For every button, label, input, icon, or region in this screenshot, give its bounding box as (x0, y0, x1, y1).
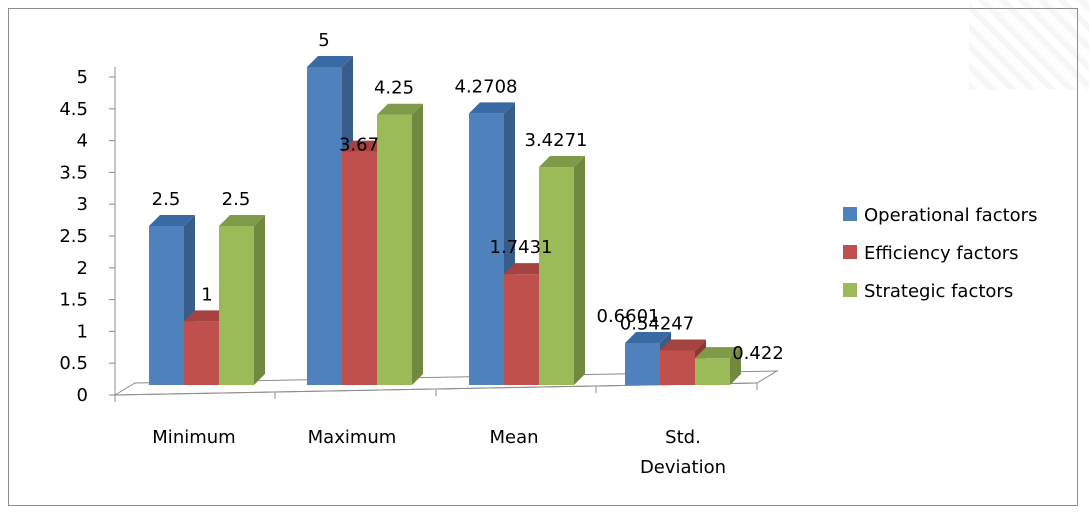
data-label-operational-factors-minimum: 2.5 (152, 189, 181, 210)
y-axis: 0 0.5 1 1.5 2 2.5 3 3.5 4 4.5 5 (59, 67, 116, 406)
bar-top (219, 215, 265, 226)
bar-top (307, 56, 353, 67)
bar-strategic-factors-maximum (377, 103, 423, 385)
bar-front (342, 151, 377, 385)
bar-top (342, 140, 388, 152)
y-tick-label: 0 (77, 385, 88, 406)
bar-front (469, 113, 504, 385)
bar-top (184, 310, 230, 322)
bar-top (504, 263, 550, 275)
bar-strategic-factors-minimum (219, 215, 265, 385)
legend-label: Strategic factors (864, 281, 1013, 302)
data-label-operational-factors-maximum: 5 (318, 30, 329, 51)
y-tick-label: 4 (77, 131, 88, 152)
y-tick-label: 3.5 (59, 162, 88, 183)
y-tick-label: 5 (77, 67, 88, 88)
chart-frame (8, 8, 1078, 506)
data-labels: 2.5 1 2.5 5 3.67 4.25 4.2708 1.7431 3.4271 0.6601… (152, 30, 784, 364)
legend-swatch (843, 245, 857, 259)
data-label-strategic-factors-mean: 3.4271 (525, 130, 588, 151)
y-tick-label: 1 (77, 321, 88, 342)
x-tick-label-maximum: Maximum (308, 427, 397, 448)
x-axis: Minimum Maximum Mean Std. Deviation (114, 382, 758, 478)
bar-side (574, 156, 585, 385)
bar-side (730, 347, 741, 385)
y-tick-label: 3 (77, 194, 88, 215)
data-label-strategic-factors-maximum: 4.25 (374, 78, 414, 99)
data-label-operational-factors-mean: 4.2708 (455, 76, 518, 97)
y-tick-label: 2 (77, 258, 88, 279)
bar-front (184, 321, 219, 385)
bar-side (254, 215, 265, 385)
x-tick-label-std-deviation: Deviation (640, 457, 726, 478)
legend-item-efficiency-factors: Efficiency factors (843, 243, 1019, 264)
bar-front (149, 226, 184, 385)
legend-item-operational-factors: Operational factors (843, 205, 1037, 226)
bar-front (539, 167, 574, 385)
legend-label: Operational factors (864, 205, 1037, 226)
bar-top (149, 215, 195, 226)
bar-top (469, 102, 515, 114)
data-label-efficiency-factors-std-deviation: 0.54247 (620, 313, 694, 334)
corner-watermark (969, 0, 1089, 90)
data-label-operational-factors-std-deviation: 0.6601 (597, 306, 660, 327)
y-tick-label: 4.5 (59, 99, 88, 120)
legend-label: Efficiency factors (864, 243, 1019, 264)
bar-front (660, 350, 695, 385)
x-tick-label-minimum: Minimum (152, 427, 235, 448)
bar-top (625, 332, 671, 344)
legend-item-strategic-factors: Strategic factors (843, 281, 1013, 302)
bars (149, 56, 741, 385)
bar-strategic-factors-mean (539, 156, 585, 385)
data-label-efficiency-factors-minimum: 1 (201, 284, 212, 305)
bar-top (377, 103, 423, 115)
bar-top (695, 347, 741, 359)
legend-swatch (843, 283, 857, 297)
data-label-efficiency-factors-mean: 1.7431 (490, 237, 553, 258)
bar-front (307, 67, 342, 385)
bar-top (660, 339, 706, 351)
y-tick-label: 2.5 (59, 226, 88, 247)
legend: Operational factors Efficiency factors Str… (843, 205, 1037, 302)
y-tick-label: 1.5 (59, 290, 88, 311)
x-tick-label-mean: Mean (489, 427, 538, 448)
bar-side (412, 103, 423, 385)
legend-swatch (843, 207, 857, 221)
bar-top (539, 156, 585, 168)
bar-front (377, 114, 412, 385)
bar-strategic-factors-std-deviation (695, 347, 741, 385)
x-tick-label-std-deviation: Std. (665, 427, 701, 448)
bar-front (625, 343, 660, 385)
data-label-efficiency-factors-maximum: 3.67 (339, 135, 379, 156)
data-label-strategic-factors-minimum: 2.5 (222, 189, 251, 210)
bar-operational-factors-maximum (307, 56, 353, 385)
bar-front (695, 358, 730, 385)
data-label-strategic-factors-std-deviation: 0.422 (732, 343, 784, 364)
y-tick-label: 0.5 (59, 353, 88, 374)
bar-front (504, 274, 539, 385)
bar-front (219, 226, 254, 385)
